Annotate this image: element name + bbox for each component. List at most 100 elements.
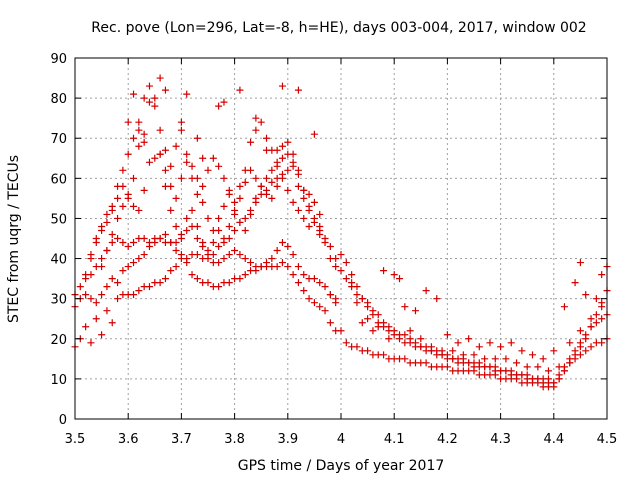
data-point: [305, 190, 313, 198]
data-point: [268, 178, 276, 186]
data-point: [108, 275, 116, 283]
data-point: [257, 118, 265, 126]
data-point: [401, 303, 409, 311]
data-point: [422, 359, 430, 367]
data-point: [465, 335, 473, 343]
data-point: [321, 307, 329, 315]
data-point: [199, 154, 207, 162]
data-point: [140, 251, 148, 259]
data-point: [114, 182, 122, 190]
data-point: [172, 263, 180, 271]
y-axis: 0 10 20 30 40 50 60 70 80 90: [50, 52, 607, 428]
data-point: [518, 347, 526, 355]
data-point: [273, 182, 281, 190]
data-point: [433, 295, 441, 303]
data-point: [353, 299, 361, 307]
data-point: [215, 214, 223, 222]
data-point: [529, 351, 537, 359]
data-point: [177, 230, 185, 238]
data-point: [119, 166, 127, 174]
data-point: [193, 190, 201, 198]
data-point: [114, 279, 122, 287]
data-point: [550, 383, 558, 391]
data-point: [273, 247, 281, 255]
data-point: [278, 142, 286, 150]
data-point: [177, 118, 185, 126]
data-point: [560, 367, 568, 375]
data-point: [161, 146, 169, 154]
data-point: [167, 267, 175, 275]
data-point: [183, 90, 191, 98]
data-point: [119, 202, 127, 210]
data-point: [183, 158, 191, 166]
y-tick-label: 10: [50, 373, 67, 388]
data-point: [183, 226, 191, 234]
data-point: [284, 263, 292, 271]
data-point: [236, 182, 244, 190]
data-point: [310, 299, 318, 307]
data-point: [294, 86, 302, 94]
data-point: [130, 202, 138, 210]
data-point: [560, 303, 568, 311]
data-point: [215, 226, 223, 234]
data-point: [87, 251, 95, 259]
data-point: [598, 303, 606, 311]
data-point: [342, 275, 350, 283]
data-point: [353, 283, 361, 291]
data-point: [135, 287, 143, 295]
data-point: [566, 339, 574, 347]
data-point: [108, 319, 116, 327]
data-point: [284, 186, 292, 194]
data-point: [550, 347, 558, 355]
data-point: [124, 243, 132, 251]
data-point: [316, 226, 324, 234]
data-point: [247, 138, 255, 146]
data-point: [353, 291, 361, 299]
data-point: [449, 347, 457, 355]
data-point: [231, 247, 239, 255]
data-point: [145, 98, 153, 106]
data-point: [364, 303, 372, 311]
data-point: [300, 271, 308, 279]
data-point: [172, 239, 180, 247]
data-point: [92, 299, 100, 307]
data-point: [98, 263, 106, 271]
data-point: [263, 190, 271, 198]
data-point: [273, 146, 281, 154]
data-point: [199, 239, 207, 247]
x-tick-label: 4.1: [384, 432, 405, 447]
data-point: [108, 230, 116, 238]
data-point: [289, 271, 297, 279]
data-point: [294, 279, 302, 287]
data-point: [76, 283, 84, 291]
data-point: [443, 363, 451, 371]
data-point: [582, 291, 590, 299]
data-point: [326, 291, 334, 299]
data-point: [576, 343, 584, 351]
data-point: [140, 130, 148, 138]
data-point: [236, 194, 244, 202]
data-point: [401, 355, 409, 363]
data-point: [231, 210, 239, 218]
data-point: [145, 283, 153, 291]
data-point: [124, 150, 132, 158]
data-point: [82, 323, 90, 331]
data-point: [130, 90, 138, 98]
data-point: [598, 339, 606, 347]
data-point: [284, 166, 292, 174]
data-point: [358, 295, 366, 303]
data-point: [215, 243, 223, 251]
data-point: [592, 295, 600, 303]
data-point: [161, 230, 169, 238]
data-point: [268, 194, 276, 202]
data-point: [571, 279, 579, 287]
data-point: [204, 166, 212, 174]
data-point: [502, 355, 510, 363]
data-point: [348, 271, 356, 279]
data-point: [204, 251, 212, 259]
data-point: [465, 359, 473, 367]
data-point: [161, 275, 169, 283]
data-point: [396, 335, 404, 343]
data-point: [571, 351, 579, 359]
data-point: [582, 335, 590, 343]
